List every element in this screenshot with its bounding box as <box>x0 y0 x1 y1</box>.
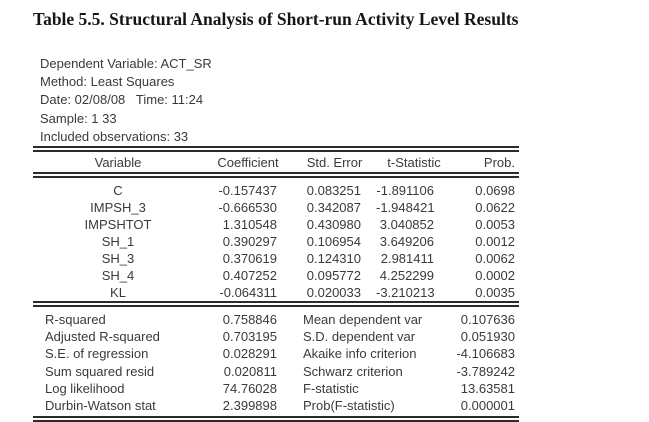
summary-value-left: 0.758846 <box>222 312 277 328</box>
summary-label-left: S.E. of regression <box>45 346 149 362</box>
cell-t-statistic: 2.981411 <box>380 251 434 267</box>
cell-t-statistic: -3.210213 <box>376 285 435 301</box>
cell-prob: 0.0035 <box>475 285 515 301</box>
cell-coefficient: -0.157437 <box>218 183 277 199</box>
cell-coefficient: 0.370619 <box>222 251 277 267</box>
cell-t-statistic: 3.040852 <box>379 217 434 233</box>
cell-std-error: 0.106954 <box>306 234 361 250</box>
coef-table-body: C -0.157437 0.083251 -1.891106 0.0698 IM… <box>33 178 519 301</box>
summary-row: Durbin-Watson stat 2.399898 Prob(F-stati… <box>33 397 519 414</box>
summary-value-left: 74.76028 <box>222 380 277 396</box>
summary-label-right: Mean dependent var <box>303 312 423 328</box>
cell-prob: 0.0622 <box>475 200 515 216</box>
summary-value-left: 0.028291 <box>222 346 277 362</box>
cell-variable: SH_4 <box>101 268 135 284</box>
double-rule-mid <box>33 301 519 308</box>
summary-label-right: S.D. dependent var <box>303 329 416 345</box>
summary-value-right: 0.107636 <box>460 312 515 328</box>
cell-prob: 0.0012 <box>475 234 515 250</box>
summary-stats-table: R-squared 0.758846 Mean dependent var 0.… <box>33 307 519 414</box>
cell-variable: KL <box>110 285 126 301</box>
cell-coefficient: -0.666530 <box>218 200 277 216</box>
cell-variable: SH_1 <box>101 234 135 250</box>
cell-prob: 0.0053 <box>475 217 515 233</box>
double-rule-under-header <box>33 172 519 179</box>
cell-t-statistic: 3.649206 <box>379 234 434 250</box>
coef-table: Variable Coefficient Std. Error t-Statis… <box>33 152 519 172</box>
summary-value-left: 0.703195 <box>222 329 277 345</box>
summary-value-right: -3.789242 <box>456 363 515 379</box>
summary-value-right: -4.106683 <box>456 346 515 362</box>
summary-value-right: 0.051930 <box>460 329 515 345</box>
summary-label-left: R-squared <box>45 312 106 328</box>
report-header: Dependent Variable: ACT_SR Method: Least … <box>33 55 519 146</box>
report-header-line: Dependent Variable: ACT_SR <box>40 56 212 71</box>
cell-prob: 0.0002 <box>475 268 515 284</box>
cell-variable: IMPSH_3 <box>90 200 146 216</box>
column-header-prob: Prob. <box>483 154 515 170</box>
double-rule-bottom <box>33 416 519 422</box>
coef-row: C -0.157437 0.083251 -1.891106 0.0698 <box>33 178 519 199</box>
summary-label-right: Akaike info criterion <box>303 346 417 362</box>
cell-std-error: 0.095772 <box>306 268 361 284</box>
summary-row: S.E. of regression 0.028291 Akaike info … <box>33 345 519 362</box>
cell-std-error: 0.020033 <box>306 285 361 301</box>
cell-variable: C <box>113 183 123 199</box>
column-header-variable: Variable <box>94 154 142 170</box>
report-header-line: Sample: 1 33 <box>40 110 117 126</box>
coef-row: SH_3 0.370619 0.124310 2.981411 0.0062 <box>33 250 519 267</box>
summary-value-left: 2.399898 <box>222 398 277 414</box>
cell-std-error: 0.430980 <box>306 217 361 233</box>
report-header-line: Date: 02/08/08 Time: 11:24 <box>40 92 204 108</box>
summary-label-left: Durbin-Watson stat <box>45 398 156 414</box>
summary-label-left: Adjusted R-squared <box>45 329 160 345</box>
cell-coefficient: 0.390297 <box>222 234 277 250</box>
report-header-line: Included observations: 33 <box>40 128 189 144</box>
summary-row: R-squared 0.758846 Mean dependent var 0.… <box>33 307 519 328</box>
cell-prob: 0.0062 <box>475 251 515 267</box>
column-header-coefficient: Coefficient <box>217 154 279 170</box>
cell-coefficient: 0.407252 <box>222 268 277 284</box>
double-rule-top <box>33 146 519 153</box>
cell-prob: 0.0698 <box>475 183 515 199</box>
summary-row: Adjusted R-squared 0.703195 S.D. depende… <box>33 328 519 345</box>
coef-row: SH_4 0.407252 0.095772 4.252299 0.0002 <box>33 267 519 284</box>
coef-row: IMPSHTOT 1.310548 0.430980 3.040852 0.00… <box>33 216 519 233</box>
cell-t-statistic: -1.948421 <box>376 200 435 216</box>
summary-row: Log likelihood 74.76028 F-statistic 13.6… <box>33 380 519 397</box>
cell-std-error: 0.124310 <box>306 251 361 267</box>
summary-label-right: F-statistic <box>303 380 359 396</box>
summary-label-left: Log likelihood <box>45 380 125 396</box>
cell-std-error: 0.342087 <box>306 200 361 216</box>
column-header-t-statistic: t-Statistic <box>387 154 441 170</box>
cell-variable: SH_3 <box>101 251 135 267</box>
cell-coefficient: -0.064311 <box>219 285 277 301</box>
summary-value-left: 0.020811 <box>223 363 277 379</box>
summary-label-right: Schwarz criterion <box>303 363 403 379</box>
cell-t-statistic: 4.252299 <box>379 268 434 284</box>
summary-value-right: 13.63581 <box>460 380 515 396</box>
summary-label-right: Prob(F-statistic) <box>303 398 395 414</box>
summary-row: Sum squared resid 0.020811 Schwarz crite… <box>33 363 519 380</box>
coef-table-header-row: Variable Coefficient Std. Error t-Statis… <box>33 152 519 172</box>
column-header-std-error: Std. Error <box>306 154 363 170</box>
report-header-line: Method: Least Squares <box>40 74 175 90</box>
summary-value-right: 0.000001 <box>460 398 515 414</box>
regression-report: Dependent Variable: ACT_SR Method: Least … <box>33 55 519 422</box>
coef-row: SH_1 0.390297 0.106954 3.649206 0.0012 <box>33 233 519 250</box>
table-caption: Table 5.5. Structural Analysis of Short-… <box>33 9 519 29</box>
cell-std-error: 0.083251 <box>306 183 361 199</box>
cell-t-statistic: -1.891106 <box>376 183 434 199</box>
coef-row: IMPSH_3 -0.666530 0.342087 -1.948421 0.0… <box>33 199 519 216</box>
cell-variable: IMPSHTOT <box>84 217 152 233</box>
coef-row: KL -0.064311 0.020033 -3.210213 0.0035 <box>33 284 519 301</box>
summary-label-left: Sum squared resid <box>45 363 155 379</box>
cell-coefficient: 1.310548 <box>222 217 277 233</box>
